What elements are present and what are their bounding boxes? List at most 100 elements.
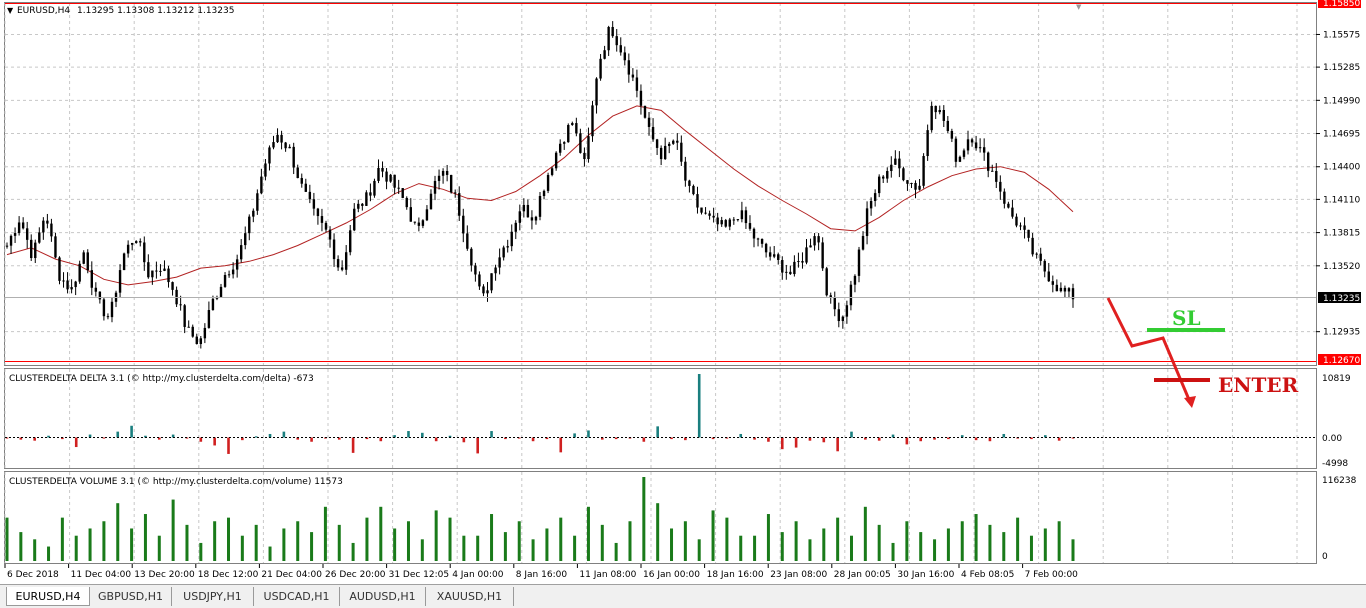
candle-body <box>724 220 727 227</box>
candle-body <box>583 152 586 160</box>
candle-body <box>898 158 901 169</box>
delta-bar <box>836 437 839 452</box>
delta-bar <box>628 437 632 439</box>
candle-body <box>651 126 655 140</box>
price-tick-label: 1.15285 <box>1323 63 1360 73</box>
candle-body <box>530 217 534 221</box>
candle-body <box>482 286 485 294</box>
candle-body <box>930 105 933 131</box>
candle-body <box>869 200 873 209</box>
volume-bar <box>351 542 355 561</box>
candle-body <box>58 257 61 281</box>
delta-bar <box>974 437 978 441</box>
delta-bar <box>600 437 604 440</box>
delta-bar <box>545 437 549 440</box>
tab-gbpusd-h1[interactable]: GBPUSD,H1 <box>90 587 172 606</box>
candle-body <box>526 204 530 218</box>
delta-bar <box>296 437 300 440</box>
candle-body <box>623 52 626 61</box>
candle-body <box>449 174 453 193</box>
candle-body <box>506 246 509 248</box>
candle-body <box>571 123 574 125</box>
candle-body <box>248 216 251 234</box>
tab-usdjpy-h1[interactable]: USDJPY,H1 <box>172 587 254 606</box>
main-chart-frame[interactable] <box>4 2 1317 366</box>
chart-dropdown-icon[interactable]: ▼ <box>7 6 14 15</box>
tab-audusd-h1[interactable]: AUDUSD,H1 <box>340 587 426 606</box>
candle-body <box>958 156 962 162</box>
candle-body <box>962 150 966 157</box>
volume-panel-frame[interactable] <box>4 471 1317 564</box>
delta-bar <box>365 437 369 440</box>
candle-body <box>183 305 186 327</box>
candle-body <box>340 267 344 270</box>
delta-bar <box>282 431 286 438</box>
candle-body <box>805 247 808 263</box>
candle-body <box>397 187 400 189</box>
candle-body <box>736 219 740 221</box>
volume-bar <box>573 535 577 561</box>
delta-bar <box>407 431 410 438</box>
candle-body <box>401 188 404 198</box>
candle-body <box>256 193 259 211</box>
volume-bar <box>490 514 494 561</box>
volume-bar <box>628 521 632 561</box>
delta-bar <box>351 437 355 453</box>
volume-bar <box>836 517 840 561</box>
candle-body <box>575 123 578 134</box>
candle-body <box>756 238 760 240</box>
candle-body <box>522 204 526 212</box>
candle-body <box>538 196 542 217</box>
delta-bar <box>157 437 161 440</box>
chart-shift-icon[interactable]: ▼ <box>1076 3 1082 11</box>
candle-body <box>17 222 21 234</box>
candle-body <box>369 192 372 196</box>
top-price-badge-bg <box>1318 0 1361 8</box>
delta-scale-bottom: -4998 <box>1322 459 1348 469</box>
candle-body <box>809 245 812 248</box>
trade-path-arrow[interactable] <box>1106 297 1192 403</box>
candle-body <box>510 231 513 247</box>
delta-bar <box>490 431 493 438</box>
candle-body <box>663 145 667 160</box>
delta-panel-frame[interactable] <box>4 368 1317 469</box>
volume-bar <box>476 535 480 561</box>
volume-bar <box>517 521 521 561</box>
candle-body <box>437 175 441 181</box>
candle-body <box>252 210 255 217</box>
candle-body <box>785 271 788 273</box>
volume-bar <box>656 503 660 561</box>
delta-bar <box>919 437 923 442</box>
candle-body <box>744 210 748 224</box>
candle-body <box>30 239 33 259</box>
candle-body <box>793 261 796 275</box>
candle-body <box>42 220 45 233</box>
candle-body <box>857 249 861 276</box>
candle-body <box>676 140 679 143</box>
delta-bar <box>697 374 701 438</box>
candle-body <box>655 139 659 148</box>
candle-body <box>377 167 380 181</box>
tab-xauusd-h1[interactable]: XAUUSD,H1 <box>426 587 514 606</box>
candle-body <box>203 327 207 339</box>
candle-body <box>752 228 756 239</box>
candle-body <box>542 190 546 197</box>
chart-area[interactable]: ▼ EURUSD,H4 1.13295 1.13308 1.13212 1.13… <box>0 0 1366 584</box>
candle-body <box>579 133 582 153</box>
volume-bar <box>74 535 78 561</box>
volume-bar <box>157 535 161 561</box>
tab-eurusd-h4[interactable]: EURUSD,H4 <box>6 587 90 606</box>
candle-body <box>381 167 384 172</box>
candle-body <box>361 203 364 206</box>
candle-body <box>207 310 211 328</box>
candle-body <box>1019 225 1022 227</box>
tab-usdcad-h1[interactable]: USDCAD,H1 <box>254 587 340 606</box>
candle-body <box>817 236 820 243</box>
candle-body <box>417 222 421 226</box>
delta-panel-title: CLUSTERDELTA DELTA 3.1 (© http://my.clus… <box>9 374 314 384</box>
delta-bar <box>794 437 798 448</box>
delta-bar <box>642 437 646 442</box>
candle-body <box>300 178 303 184</box>
delta-bar <box>1071 437 1075 439</box>
top-price-badge: 1.15850 <box>1323 0 1360 9</box>
